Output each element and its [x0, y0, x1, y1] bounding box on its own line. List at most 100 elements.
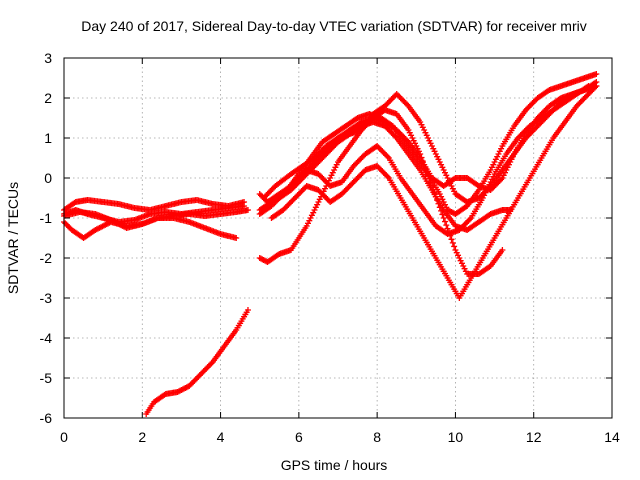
data-point: [315, 199, 322, 205]
data-point: [443, 222, 450, 229]
data-point: [318, 193, 325, 200]
data-point: [491, 159, 498, 165]
data-point: [431, 148, 438, 155]
data-point: [447, 232, 454, 239]
data-point: [428, 143, 435, 149]
data-point: [507, 207, 514, 213]
data-point: [451, 243, 458, 250]
data-point: [439, 196, 446, 203]
x-tick-label: 0: [60, 429, 68, 445]
data-point: [492, 156, 499, 163]
data-point: [332, 164, 339, 171]
data-point: [496, 148, 503, 155]
data-point: [307, 215, 314, 221]
data-point: [425, 135, 432, 141]
data-point: [445, 229, 452, 236]
data-point: [418, 121, 425, 128]
x-tick-label: 10: [448, 429, 464, 445]
data-point: [439, 164, 446, 171]
data-point: [438, 161, 445, 168]
series-track-e: [143, 307, 251, 417]
data-point: [321, 185, 328, 192]
data-point: [208, 360, 215, 367]
data-point: [457, 257, 464, 264]
data-point: [444, 175, 451, 181]
data-point: [415, 148, 422, 155]
data-point: [456, 255, 463, 261]
data-point: [422, 165, 429, 172]
data-point: [435, 156, 442, 163]
data-point: [494, 153, 501, 160]
data-point: [327, 175, 334, 181]
series-track-d: [61, 207, 251, 231]
y-tick-label: 0: [44, 170, 52, 186]
data-point: [447, 180, 454, 187]
series-track-c: [61, 215, 240, 241]
series-track-l: [264, 79, 600, 205]
data-point: [487, 167, 494, 173]
data-point: [432, 151, 439, 157]
x-tick-label: 6: [295, 429, 303, 445]
data-point: [410, 137, 417, 144]
data-point: [328, 172, 335, 179]
data-point: [449, 239, 456, 246]
data-point: [444, 225, 451, 232]
data-point: [499, 247, 506, 253]
data-point: [409, 135, 416, 141]
x-tick-label: 12: [526, 429, 542, 445]
data-point: [419, 124, 426, 131]
data-point: [436, 191, 443, 197]
data-point: [451, 188, 458, 195]
data-point: [440, 167, 447, 173]
data-point: [311, 207, 318, 213]
data-point: [448, 183, 455, 189]
y-tick-label: -2: [40, 250, 53, 266]
data-point: [422, 129, 429, 136]
data-point: [490, 161, 497, 168]
data-point: [392, 133, 399, 140]
data-point: [453, 249, 460, 256]
data-point: [466, 216, 473, 223]
data-point: [314, 201, 321, 208]
data-point: [455, 252, 462, 259]
data-point: [320, 188, 327, 195]
data-point: [438, 193, 445, 200]
series-track-i: [268, 83, 600, 301]
data-point: [411, 140, 418, 147]
marks-layer: [61, 71, 600, 417]
data-point: [312, 204, 319, 211]
data-point: [405, 127, 412, 133]
data-point: [406, 129, 413, 136]
data-point: [244, 207, 251, 213]
data-point: [421, 161, 428, 168]
data-point: [384, 173, 391, 180]
series-track-b: [61, 197, 248, 213]
data-point: [423, 168, 430, 175]
data-point: [425, 172, 432, 179]
data-point: [448, 236, 455, 243]
y-tick-label: -6: [40, 410, 53, 426]
x-tick-label: 4: [217, 429, 225, 445]
x-tick-label: 14: [604, 429, 620, 445]
data-point: [418, 154, 425, 161]
data-point: [498, 145, 505, 152]
data-point: [440, 199, 447, 205]
x-axis-label: GPS time / hours: [281, 457, 388, 473]
y-tick-label: 1: [44, 130, 52, 146]
y-tick-label: 3: [44, 50, 52, 66]
data-point: [421, 127, 428, 133]
data-point: [333, 161, 340, 168]
x-tick-label: 2: [138, 429, 146, 445]
data-point: [486, 184, 493, 191]
data-point: [419, 158, 426, 165]
data-point: [306, 217, 313, 224]
data-point: [593, 71, 600, 77]
data-point: [331, 167, 338, 173]
data-point: [441, 169, 448, 176]
data-point: [593, 79, 600, 85]
data-point: [404, 137, 411, 144]
chart-title: Day 240 of 2017, Sidereal Day-to-day VTE…: [81, 18, 586, 34]
data-point: [460, 263, 467, 269]
